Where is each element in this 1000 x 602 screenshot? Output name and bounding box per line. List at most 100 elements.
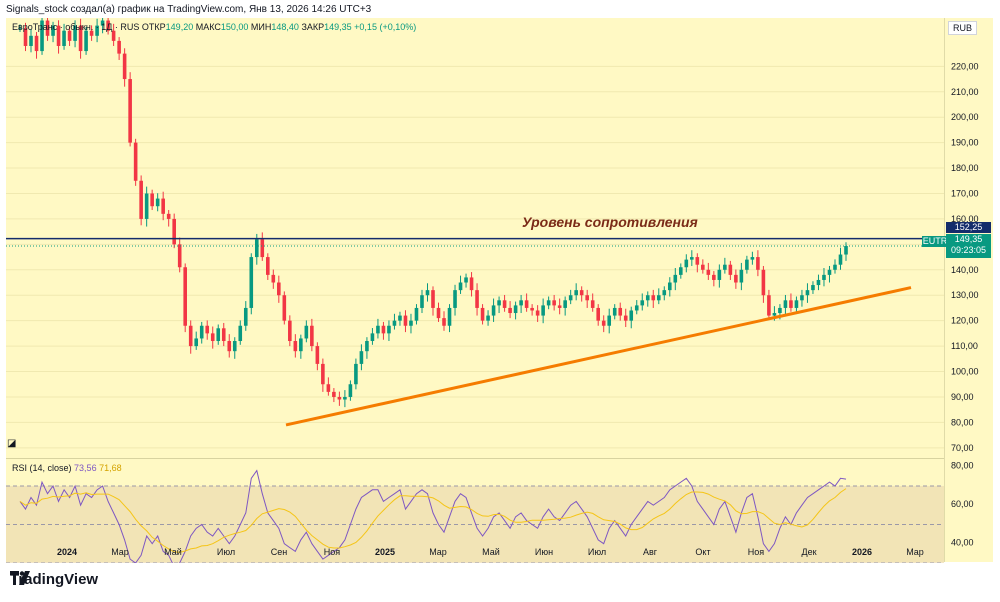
candle-body[interactable]: [431, 290, 435, 308]
candle-body[interactable]: [557, 305, 562, 308]
candle-body[interactable]: [563, 300, 567, 308]
candle-body[interactable]: [122, 53, 127, 80]
candle-body[interactable]: [227, 341, 232, 352]
rsi-pane[interactable]: RSI (14, close) 73,56 71,68: [6, 458, 944, 563]
candle-body[interactable]: [260, 239, 265, 258]
candle-body[interactable]: [712, 274, 716, 280]
candle-body[interactable]: [651, 295, 656, 301]
candle-body[interactable]: [601, 320, 606, 326]
candle-body[interactable]: [723, 264, 727, 270]
candle-body[interactable]: [739, 269, 744, 283]
price-chart-svg[interactable]: [6, 18, 944, 458]
resistance-annotation[interactable]: Уровень сопротивления: [522, 214, 698, 230]
candle-body[interactable]: [475, 290, 479, 308]
symbol-legend[interactable]: ЕвроТранс · обыкн. · 1Д · RUS ОТКР149,20…: [12, 22, 416, 32]
candle-body[interactable]: [772, 313, 777, 316]
candle-body[interactable]: [188, 325, 193, 347]
candle-body[interactable]: [398, 315, 402, 321]
candle-body[interactable]: [216, 328, 221, 342]
candle-body[interactable]: [62, 30, 66, 46]
candle-body[interactable]: [491, 305, 496, 316]
candle-body[interactable]: [139, 180, 143, 219]
candle-body[interactable]: [728, 264, 733, 275]
candle-body[interactable]: [656, 295, 661, 301]
candle-body[interactable]: [783, 300, 788, 308]
candle-body[interactable]: [590, 300, 595, 308]
candle-body[interactable]: [18, 28, 22, 30]
rsi-chart-svg[interactable]: [6, 459, 944, 563]
candle-body[interactable]: [106, 20, 110, 31]
candle-body[interactable]: [596, 307, 600, 321]
candle-body[interactable]: [117, 40, 121, 54]
candle-body[interactable]: [337, 396, 342, 400]
candle-body[interactable]: [304, 325, 309, 339]
candle-body[interactable]: [734, 274, 738, 283]
candle-body[interactable]: [282, 295, 287, 321]
candle-body[interactable]: [469, 277, 474, 291]
candle-body[interactable]: [277, 282, 281, 296]
candle-body[interactable]: [607, 315, 612, 326]
candle-body[interactable]: [326, 384, 331, 392]
candle-body[interactable]: [84, 30, 88, 52]
candle-body[interactable]: [530, 307, 534, 311]
candle-body[interactable]: [34, 35, 39, 52]
candle-body[interactable]: [618, 307, 623, 316]
candle-body[interactable]: [310, 325, 314, 347]
trend-line[interactable]: [285, 286, 912, 427]
candle-body[interactable]: [266, 257, 270, 275]
candle-body[interactable]: [679, 267, 683, 275]
candle-body[interactable]: [756, 257, 760, 270]
candle-body[interactable]: [111, 30, 116, 41]
candle-body[interactable]: [640, 300, 645, 306]
candle-body[interactable]: [183, 267, 187, 326]
candle-body[interactable]: [673, 274, 678, 283]
candle-body[interactable]: [161, 198, 165, 214]
candle-body[interactable]: [464, 277, 468, 283]
candle-body[interactable]: [128, 79, 132, 143]
candle-body[interactable]: [480, 307, 485, 321]
candle-body[interactable]: [634, 305, 639, 311]
candle-body[interactable]: [662, 290, 667, 296]
candle-body[interactable]: [210, 333, 215, 342]
candle-body[interactable]: [447, 307, 452, 326]
candle-body[interactable]: [761, 269, 766, 296]
candle-body[interactable]: [838, 254, 843, 265]
candle-body[interactable]: [502, 300, 507, 308]
candle-body[interactable]: [645, 295, 650, 301]
candle-body[interactable]: [315, 346, 320, 364]
candle-body[interactable]: [343, 396, 347, 400]
candle-body[interactable]: [690, 257, 694, 260]
candle-body[interactable]: [133, 142, 138, 181]
price-axis[interactable]: 70,00 80,00 90,00 100,00 110,00 120,00 130,00 1…: [944, 18, 994, 562]
candle-body[interactable]: [425, 290, 430, 296]
candle-body[interactable]: [29, 35, 33, 46]
candle-body[interactable]: [458, 282, 463, 291]
candle-body[interactable]: [177, 244, 182, 268]
candle-body[interactable]: [811, 285, 815, 291]
candle-body[interactable]: [299, 338, 303, 352]
candle-body[interactable]: [56, 25, 61, 46]
candle-body[interactable]: [519, 300, 523, 306]
candle-body[interactable]: [205, 325, 210, 334]
candle-body[interactable]: [67, 30, 72, 41]
candle-body[interactable]: [376, 325, 380, 334]
candle-body[interactable]: [332, 391, 336, 397]
candle-body[interactable]: [585, 295, 589, 301]
candle-body[interactable]: [365, 341, 369, 352]
candle-body[interactable]: [750, 257, 755, 260]
candle-body[interactable]: [194, 338, 199, 347]
candle-body[interactable]: [535, 310, 540, 316]
candle-body[interactable]: [541, 305, 545, 316]
candle-body[interactable]: [271, 274, 276, 283]
candle-body[interactable]: [497, 300, 501, 306]
candle-body[interactable]: [95, 25, 99, 36]
candle-body[interactable]: [745, 259, 749, 270]
candle-body[interactable]: [359, 351, 364, 364]
candle-body[interactable]: [789, 300, 793, 308]
candle-body[interactable]: [767, 295, 771, 316]
candle-body[interactable]: [403, 315, 408, 326]
candle-body[interactable]: [778, 307, 782, 314]
candle-body[interactable]: [436, 307, 441, 319]
candle-body[interactable]: [23, 28, 28, 46]
candle-body[interactable]: [844, 246, 848, 255]
